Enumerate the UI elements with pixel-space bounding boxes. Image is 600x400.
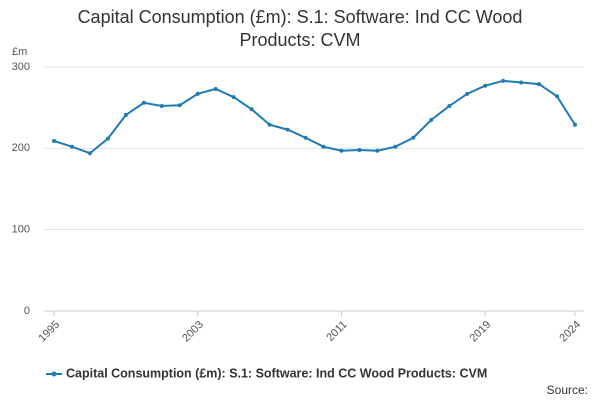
- point: [303, 135, 308, 140]
- point: [159, 104, 164, 109]
- point: [87, 151, 92, 156]
- y-tick-label: 100: [12, 224, 30, 236]
- legend-label: Capital Consumption (£m): S.1: Software:…: [66, 366, 487, 380]
- point: [375, 148, 380, 153]
- point: [141, 100, 146, 105]
- point: [411, 135, 416, 140]
- point: [555, 94, 560, 99]
- point: [285, 127, 290, 132]
- point: [105, 136, 110, 141]
- point: [321, 144, 326, 149]
- x-tick-label: 2003: [180, 319, 206, 345]
- point: [519, 80, 524, 85]
- point: [357, 147, 362, 152]
- x-tick-label: 2024: [557, 319, 583, 345]
- x-tick-label: 1995: [36, 319, 62, 345]
- point: [195, 91, 200, 96]
- point: [483, 83, 488, 88]
- point: [537, 82, 542, 87]
- point: [447, 104, 452, 109]
- point: [123, 112, 128, 117]
- point: [267, 122, 272, 127]
- legend-marker: [51, 371, 57, 377]
- point: [393, 144, 398, 149]
- point: [429, 117, 434, 122]
- point: [501, 78, 506, 83]
- x-tick-label: 2011: [324, 319, 349, 344]
- series-line: [53, 79, 576, 155]
- y-tick-label: 200: [12, 142, 30, 154]
- point: [177, 103, 182, 108]
- y-tick-label: 0: [24, 305, 30, 317]
- point: [465, 91, 470, 96]
- chart-title: Capital Consumption (£m): S.1: Software:…: [77, 7, 523, 50]
- point: [339, 148, 344, 153]
- point: [69, 144, 74, 149]
- point: [573, 122, 577, 127]
- point: [249, 107, 254, 112]
- point: [52, 139, 56, 144]
- point: [231, 95, 236, 100]
- y-axis-label: £m: [12, 46, 27, 58]
- source: Source:: [547, 383, 588, 397]
- y-tick-label: 300: [12, 61, 30, 73]
- x-tick-label: 2019: [468, 319, 494, 345]
- point: [213, 86, 218, 91]
